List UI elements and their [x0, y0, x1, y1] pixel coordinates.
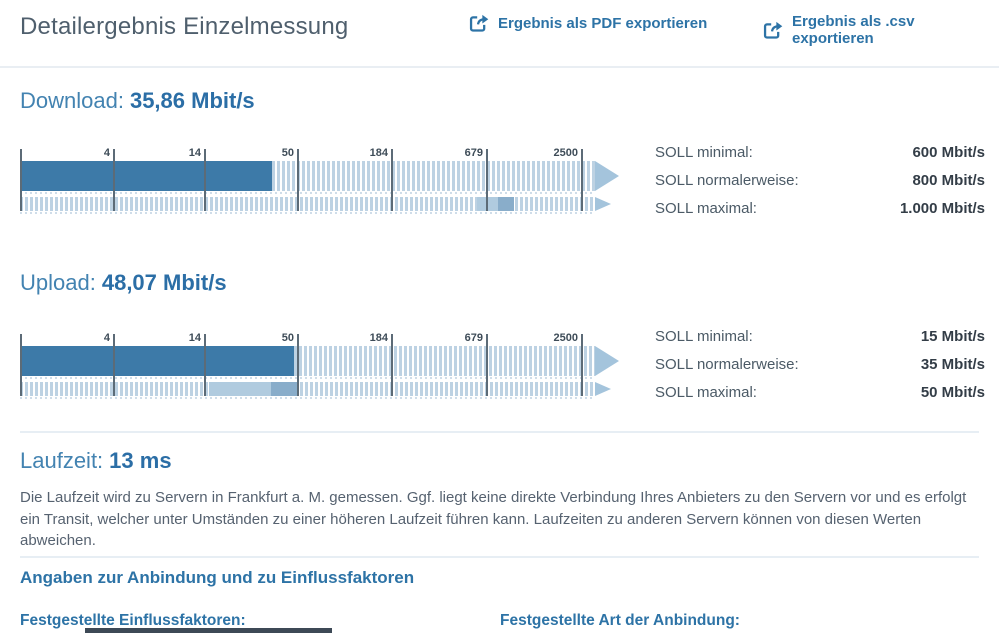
soll-row: SOLL minimal: 600 Mbit/s — [655, 138, 985, 166]
soll-band-stripes — [20, 197, 595, 211]
upload-gauge: 4 14 50 184 679 2500 — [20, 332, 640, 399]
laufzeit-heading: Laufzeit: 13 ms — [20, 448, 172, 474]
cutoff-element-below-fold — [85, 628, 332, 633]
scale-tick-label: 14 — [188, 332, 201, 344]
scale-tick — [113, 149, 115, 211]
scale-tick — [204, 149, 206, 211]
soll-row: SOLL maximal: 1.000 Mbit/s — [655, 194, 985, 222]
soll-min-value: 600 Mbit/s — [912, 143, 985, 161]
scale-tick — [581, 334, 583, 396]
scale-tick-label: 184 — [369, 147, 388, 159]
export-csv-link[interactable]: Ergebnis als .csv exportieren — [762, 13, 999, 47]
upload-label: Upload: — [20, 270, 96, 295]
scale-start-tick — [20, 149, 22, 211]
soll-row: SOLL maximal: 50 Mbit/s — [655, 378, 985, 406]
soll-normal-label: SOLL normalerweise: — [655, 171, 799, 189]
remaining-scale-stripes — [294, 346, 595, 376]
measured-bar — [20, 161, 272, 191]
measured-bar-row — [20, 161, 595, 194]
soll-max-value: 50 Mbit/s — [920, 383, 985, 401]
soll-band-normal-to-max — [498, 197, 514, 211]
upload-value: 48,07 Mbit/s — [101, 270, 227, 295]
scale-tick-label: 4 — [103, 332, 110, 344]
scale-tick — [391, 149, 393, 211]
scale-tick-label: 184 — [369, 332, 388, 344]
soll-band-row — [20, 197, 595, 214]
scale-tick — [297, 149, 299, 211]
soll-min-label: SOLL minimal: — [655, 143, 753, 161]
measured-bar — [20, 346, 294, 376]
laufzeit-description: Die Laufzeit wird zu Servern in Frankfur… — [20, 489, 967, 549]
soll-band-stripes — [20, 382, 595, 396]
scale-tick — [113, 334, 115, 396]
soll-band-normal-to-max — [271, 382, 297, 396]
soll-normal-value: 800 Mbit/s — [912, 171, 985, 189]
soll-min-label: SOLL minimal: — [655, 327, 753, 345]
export-pdf-label: Ergebnis als PDF exportieren — [498, 15, 708, 32]
laufzeit-value: 13 ms — [109, 448, 172, 473]
scale-arrow-icon — [595, 346, 619, 376]
page-title: Detailergebnis Einzelmessung — [20, 13, 349, 40]
scale-tick-label: 679 — [464, 147, 483, 159]
download-gauge: 4 14 50 184 679 2500 — [20, 147, 640, 214]
scale-tick — [581, 149, 583, 211]
anbindung-heading: Angaben zur Anbindung und zu Einflussfak… — [20, 568, 415, 587]
download-heading: Download: 35,86 Mbit/s — [20, 88, 255, 114]
soll-band-row — [20, 382, 595, 399]
export-pdf-link[interactable]: Ergebnis als PDF exportieren — [468, 13, 707, 34]
soll-max-label: SOLL maximal: — [655, 199, 757, 217]
scale-tick-label: 50 — [281, 332, 294, 344]
soll-min-value: 15 Mbit/s — [920, 327, 985, 345]
scale-tick — [486, 334, 488, 396]
scale-arrow-icon — [595, 161, 619, 191]
scale-tick — [297, 334, 299, 396]
scale-tick — [486, 149, 488, 211]
scale-tick — [204, 334, 206, 396]
soll-normal-label: SOLL normalerweise: — [655, 355, 799, 373]
download-value: 35,86 Mbit/s — [129, 88, 255, 113]
soll-band-min-to-normal — [209, 382, 271, 396]
section-divider — [20, 431, 979, 433]
laufzeit-label: Laufzeit: — [20, 448, 104, 473]
scale-tick-label: 4 — [103, 147, 110, 159]
export-icon — [468, 13, 489, 34]
header: Detailergebnis Einzelmessung Ergebnis al… — [0, 0, 999, 68]
scale-tick-label: 50 — [281, 147, 294, 159]
upload-soll-table: SOLL minimal: 15 Mbit/s SOLL normalerwei… — [655, 322, 985, 406]
soll-row: SOLL normalerweise: 800 Mbit/s — [655, 166, 985, 194]
section-divider — [20, 556, 979, 558]
scale-tick-label: 679 — [464, 332, 483, 344]
scale-arrow-icon — [595, 382, 611, 396]
remaining-scale-stripes — [272, 161, 595, 191]
scale-arrow-icon — [595, 197, 611, 211]
scale-tick-label: 2500 — [553, 332, 578, 344]
soll-row: SOLL normalerweise: 35 Mbit/s — [655, 350, 985, 378]
art-der-anbindung-label: Festgestellte Art der Anbindung: — [500, 612, 740, 629]
download-soll-table: SOLL minimal: 600 Mbit/s SOLL normalerwe… — [655, 138, 985, 222]
soll-max-value: 1.000 Mbit/s — [899, 199, 985, 217]
export-csv-label: Ergebnis als .csv exportieren — [792, 13, 915, 47]
export-icon — [762, 20, 783, 41]
scale-tick — [391, 334, 393, 396]
soll-max-label: SOLL maximal: — [655, 383, 757, 401]
download-label: Download: — [20, 88, 124, 113]
measured-bar-row — [20, 346, 595, 379]
scale-tick-label: 2500 — [553, 147, 578, 159]
upload-heading: Upload: 48,07 Mbit/s — [20, 270, 227, 296]
einflussfaktoren-label: Festgestellte Einflussfaktoren: — [20, 612, 246, 629]
scale-start-tick — [20, 334, 22, 396]
soll-row: SOLL minimal: 15 Mbit/s — [655, 322, 985, 350]
scale-tick-label: 14 — [188, 147, 201, 159]
soll-normal-value: 35 Mbit/s — [920, 355, 985, 373]
